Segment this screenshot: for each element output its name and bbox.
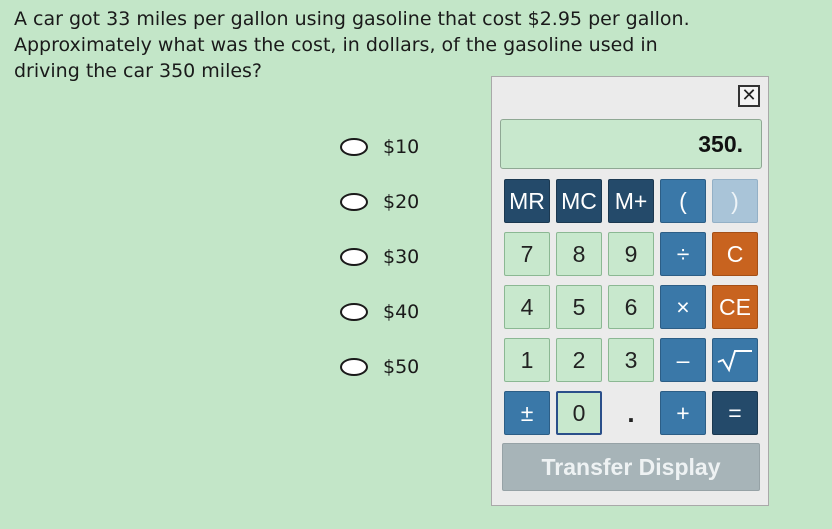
key-7[interactable]: 7 [504, 232, 550, 276]
memory-clear-button[interactable]: MC [556, 179, 602, 223]
choice-label: $10 [383, 136, 420, 158]
choice-label: $40 [383, 301, 420, 323]
minus-button[interactable]: – [660, 338, 706, 382]
choice-label: $50 [383, 356, 420, 378]
memory-recall-button[interactable]: MR [504, 179, 550, 223]
calculator-panel: ✕ 350. MR MC M+ ( ) 7 8 9 ÷ C 4 5 6 × CE… [491, 76, 769, 506]
choice-label: $20 [383, 191, 420, 213]
equals-button[interactable]: = [712, 391, 758, 435]
decimal-button[interactable]: . [627, 397, 635, 428]
radio-button[interactable] [340, 358, 368, 376]
key-4[interactable]: 4 [504, 285, 550, 329]
plus-minus-button[interactable]: ± [504, 391, 550, 435]
key-3[interactable]: 3 [608, 338, 654, 382]
key-6[interactable]: 6 [608, 285, 654, 329]
choice-30[interactable]: $30 [340, 242, 419, 272]
key-8[interactable]: 8 [556, 232, 602, 276]
radio-button[interactable] [340, 248, 368, 266]
transfer-display-button[interactable]: Transfer Display [502, 443, 760, 491]
choice-label: $30 [383, 246, 420, 268]
key-2[interactable]: 2 [556, 338, 602, 382]
right-paren-button[interactable]: ) [712, 179, 758, 223]
choice-20[interactable]: $20 [340, 187, 419, 217]
square-root-icon [717, 350, 752, 373]
close-icon[interactable]: ✕ [738, 85, 760, 107]
divide-button[interactable]: ÷ [660, 232, 706, 276]
clear-button[interactable]: C [712, 232, 758, 276]
key-5[interactable]: 5 [556, 285, 602, 329]
choice-40[interactable]: $40 [340, 297, 419, 327]
radio-button[interactable] [340, 193, 368, 211]
plus-button[interactable]: + [660, 391, 706, 435]
radio-button[interactable] [340, 303, 368, 321]
choice-50[interactable]: $50 [340, 352, 419, 382]
question-text: A car got 33 miles per gallon using gaso… [14, 8, 690, 82]
clear-entry-button[interactable]: CE [712, 285, 758, 329]
calculator-display: 350. [500, 119, 762, 169]
key-1[interactable]: 1 [504, 338, 550, 382]
key-0[interactable]: 0 [556, 391, 602, 435]
choice-10[interactable]: $10 [340, 132, 419, 162]
memory-add-button[interactable]: M+ [608, 179, 654, 223]
key-9[interactable]: 9 [608, 232, 654, 276]
square-root-button[interactable] [712, 338, 758, 382]
multiply-button[interactable]: × [660, 285, 706, 329]
left-paren-button[interactable]: ( [660, 179, 706, 223]
radio-button[interactable] [340, 138, 368, 156]
